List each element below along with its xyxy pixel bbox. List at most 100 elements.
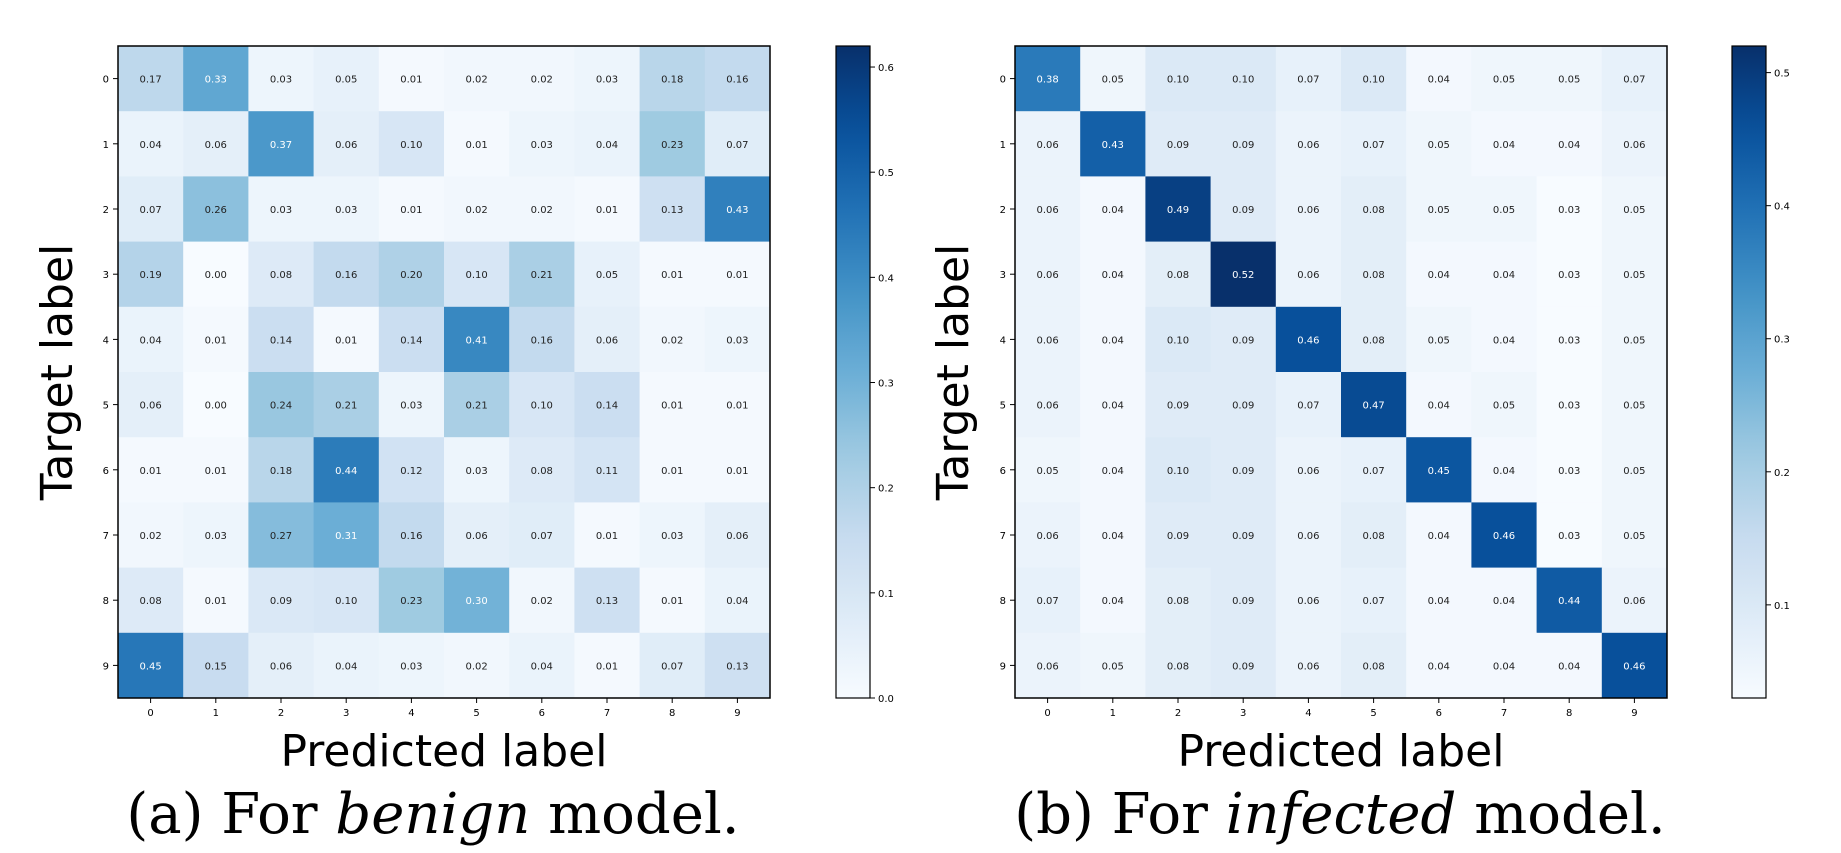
cell-value-label: 0.23	[661, 140, 683, 151]
heatmap-cell	[509, 176, 575, 243]
heatmap-cell	[704, 502, 771, 569]
heatmap-cell	[704, 632, 771, 699]
heatmap-cell	[118, 437, 184, 503]
y-tick-label: 0	[103, 75, 109, 86]
heatmap-cell	[509, 46, 575, 112]
cell-value-label: 0.03	[531, 140, 553, 151]
cell-value-label: 0.04	[1102, 270, 1124, 281]
heatmap-cell	[1210, 567, 1277, 634]
colorbar-tick-label: 0.2	[878, 484, 894, 495]
heatmap-cell	[248, 111, 315, 177]
cell-value-label: 0.04	[1493, 140, 1515, 151]
cell-value-label: 0.02	[531, 596, 553, 607]
heatmap-cell	[574, 241, 641, 308]
cell-value-label: 0.00	[205, 401, 227, 412]
cell-value-label: 0.09	[270, 596, 292, 607]
cell-value-label: 0.18	[270, 466, 292, 477]
cell-value-label: 0.04	[1493, 596, 1515, 607]
cell-value-label: 0.44	[335, 466, 357, 477]
figure-caption: (b) For infected model.	[1014, 782, 1665, 847]
heatmap-cell	[183, 306, 249, 373]
cell-value-label: 0.04	[1493, 661, 1515, 672]
heatmap-cell	[378, 241, 445, 308]
heatmap-cell	[1406, 176, 1472, 243]
heatmap-cell	[1080, 372, 1146, 438]
cell-value-label: 0.05	[1623, 270, 1645, 281]
heatmap-cell	[1275, 437, 1342, 503]
heatmap-cell	[1601, 437, 1668, 503]
heatmap-cell	[639, 241, 706, 308]
heatmap-cell	[1406, 46, 1472, 112]
heatmap-cell	[313, 306, 380, 373]
colorbar-tick-label: 0.5	[1774, 69, 1790, 80]
cell-value-label: 0.14	[400, 335, 422, 346]
heatmap-cell	[704, 241, 771, 308]
heatmap-cell	[1471, 306, 1538, 373]
x-tick-label: 6	[539, 708, 545, 719]
colorbar-tick-label: 0.1	[878, 589, 894, 600]
heatmap-cell	[509, 111, 575, 177]
heatmap-cell	[1275, 111, 1342, 177]
heatmap-cell	[639, 632, 706, 699]
y-tick-label: 4	[1000, 335, 1006, 346]
heatmap-cell	[574, 372, 641, 438]
colorbar-tick-label: 0.5	[878, 168, 894, 179]
heatmap-cell	[378, 111, 445, 177]
cell-value-label: 0.16	[335, 270, 357, 281]
heatmap-cell	[248, 46, 315, 112]
heatmap-cell	[1015, 372, 1081, 438]
cell-value-label: 0.06	[1297, 466, 1319, 477]
cell-value-label: 0.46	[1297, 335, 1319, 346]
heatmap-cell	[118, 502, 184, 569]
cell-value-label: 0.03	[400, 661, 422, 672]
cell-value-label: 0.05	[1102, 75, 1124, 86]
x-tick-label: 5	[1370, 708, 1376, 719]
heatmap-cell	[1341, 111, 1407, 177]
heatmap-cell	[1080, 111, 1146, 177]
cell-value-label: 0.16	[531, 335, 553, 346]
heatmap-cell	[444, 632, 510, 699]
cell-value-label: 0.05	[1623, 531, 1645, 542]
heatmap-cell	[574, 176, 641, 243]
cell-value-label: 0.06	[726, 531, 748, 542]
heatmap-cell	[313, 176, 380, 243]
cell-value-label: 0.18	[661, 75, 683, 86]
heatmap-cell	[1406, 111, 1472, 177]
heatmap-cell	[1406, 632, 1472, 699]
heatmap-cell	[509, 567, 575, 634]
heatmap-cell	[313, 241, 380, 308]
cell-value-label: 0.03	[335, 205, 357, 216]
heatmap-cell	[313, 632, 380, 699]
y-tick-label: 6	[1000, 466, 1006, 477]
cell-value-label: 0.04	[1493, 335, 1515, 346]
cell-value-label: 0.14	[596, 401, 618, 412]
cell-value-label: 0.06	[1036, 661, 1058, 672]
heatmap-cell	[1145, 241, 1212, 308]
heatmap-cell	[704, 306, 771, 373]
cell-value-label: 0.04	[1493, 466, 1515, 477]
heatmap-cell	[1145, 437, 1212, 503]
heatmap-cell	[313, 46, 380, 112]
cell-value-label: 0.05	[596, 270, 618, 281]
heatmap-cell	[639, 372, 706, 438]
heatmap-cell	[118, 372, 184, 438]
cell-value-label: 0.02	[139, 531, 161, 542]
heatmap-cell	[1015, 502, 1081, 569]
heatmap-cell	[378, 46, 445, 112]
heatmap-cell	[1536, 372, 1603, 438]
cell-value-label: 0.10	[1167, 75, 1189, 86]
cell-value-label: 0.03	[400, 401, 422, 412]
heatmap-cell	[574, 306, 641, 373]
heatmap-cell	[248, 176, 315, 243]
heatmap-cell	[118, 176, 184, 243]
cell-value-label: 0.21	[335, 401, 357, 412]
heatmap-cell	[1145, 111, 1212, 177]
heatmap-cell	[1145, 502, 1212, 569]
colorbar-tick-label: 0.0	[878, 694, 894, 705]
heatmap-cell	[1536, 632, 1603, 699]
cell-value-label: 0.06	[1297, 205, 1319, 216]
y-tick-label: 2	[1000, 205, 1006, 216]
heatmap-cell	[1080, 306, 1146, 373]
heatmap-cell	[313, 111, 380, 177]
